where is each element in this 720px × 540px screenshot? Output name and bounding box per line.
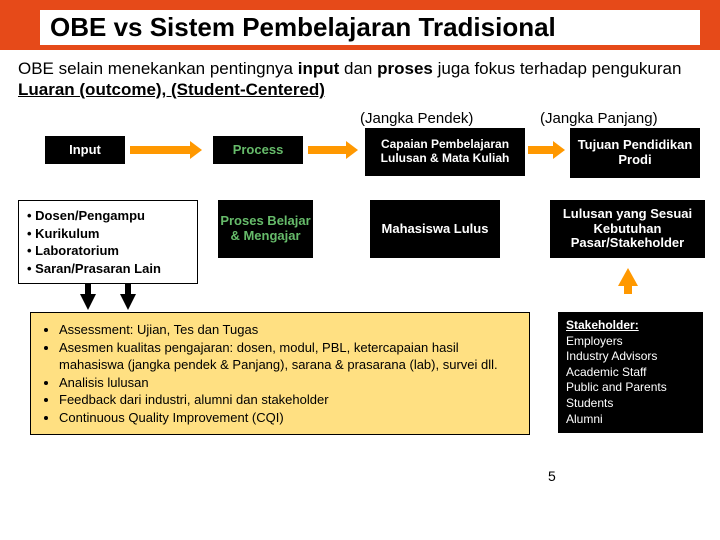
scope-short-label: (Jangka Pendek) [360, 110, 473, 127]
arrow-down-1 [80, 294, 96, 310]
stakeholder-2: Academic Staff [566, 365, 695, 381]
input-item-1: • Kurikulum [27, 225, 189, 243]
scope-long-label: (Jangka Panjang) [540, 110, 658, 127]
stakeholder-4: Students [566, 396, 695, 412]
subtitle-p3: juga fokus terhadap pengukuran [438, 59, 682, 78]
assess-item-1: Asesmen kualitas pengajaran: dosen, modu… [59, 339, 519, 374]
box-lulusan: Lulusan yang Sesuai Kebutuhan Pasar/Stak… [550, 200, 705, 258]
stakeholder-heading: Stakeholder: [566, 318, 695, 334]
input-item-2: • Laboratorium [27, 242, 189, 260]
stakeholder-3: Public and Parents [566, 380, 695, 396]
subtitle-b1: input [298, 59, 344, 78]
input-item-0: • Dosen/Pengampu [27, 207, 189, 225]
subtitle-u1: Luaran (outcome), (Student-Centered) [18, 80, 325, 99]
arrow-input-process [130, 146, 190, 154]
arrow-capaian-tujuan [528, 146, 553, 154]
box-mahasiswa: Mahasiswa Lulus [370, 200, 500, 258]
assess-item-4: Continuous Quality Improvement (CQI) [59, 409, 519, 427]
box-input: Input [45, 136, 125, 164]
assess-item-3: Feedback dari industri, alumni dan stake… [59, 391, 519, 409]
arrow-up-stakeholder [618, 268, 638, 286]
assess-item-2: Analisis lulusan [59, 374, 519, 392]
page-title: OBE vs Sistem Pembelajaran Tradisional [40, 10, 700, 45]
page-number: 5 [548, 468, 556, 484]
subtitle: OBE selain menekankan pentingnya input d… [18, 58, 702, 101]
box-input-list: • Dosen/Pengampu • Kurikulum • Laborator… [18, 200, 198, 284]
box-process: Process [213, 136, 303, 164]
box-tujuan: Tujuan Pendidikan Prodi [570, 128, 700, 178]
stakeholder-box: Stakeholder: Employers Industry Advisors… [558, 312, 703, 433]
input-item-3: • Saran/Prasaran Lain [27, 260, 189, 278]
stakeholder-1: Industry Advisors [566, 349, 695, 365]
subtitle-b2: proses [377, 59, 437, 78]
subtitle-p2: dan [344, 59, 377, 78]
diagram-canvas: OBE selain menekankan pentingnya input d… [0, 50, 720, 540]
subtitle-p1: OBE selain menekankan pentingnya [18, 59, 298, 78]
arrow-process-capaian [308, 146, 346, 154]
box-proses-bm: Proses Belajar & Mengajar [218, 200, 313, 258]
arrow-down-2 [120, 294, 136, 310]
stakeholder-0: Employers [566, 334, 695, 350]
assessment-box: Assessment: Ujian, Tes dan Tugas Asesmen… [30, 312, 530, 435]
stakeholder-5: Alumni [566, 412, 695, 428]
box-capaian: Capaian Pembelajaran Lulusan & Mata Kuli… [365, 128, 525, 176]
assess-item-0: Assessment: Ujian, Tes dan Tugas [59, 321, 519, 339]
